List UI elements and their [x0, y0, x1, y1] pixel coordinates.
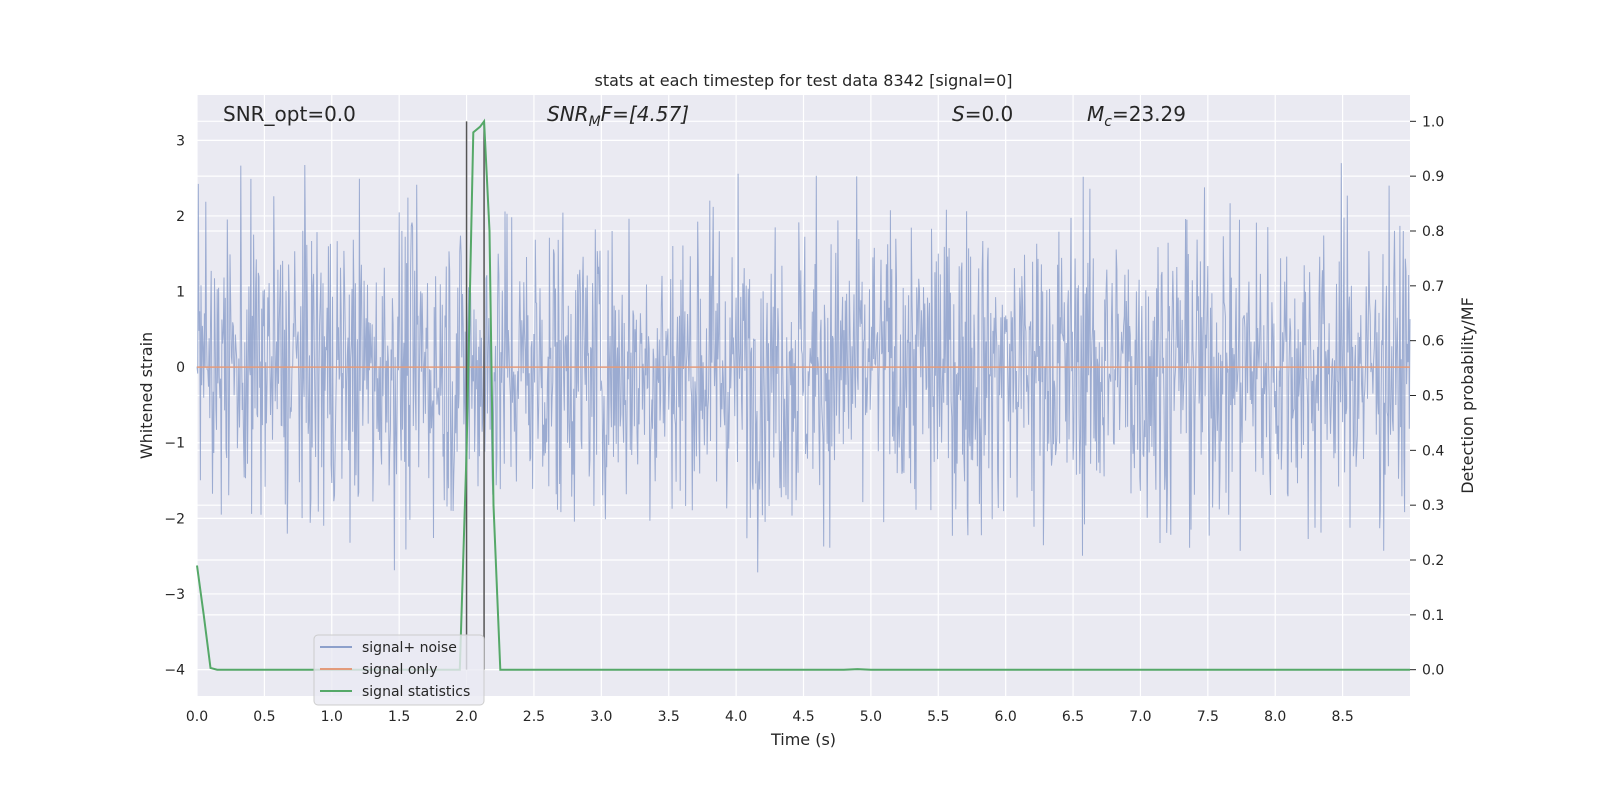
x-tick-label: 7.5 [1197, 709, 1219, 725]
y-tick-label: 0 [176, 360, 185, 376]
y2-tick-label: 0.3 [1422, 498, 1444, 514]
y2-tick-label: 0.2 [1422, 553, 1444, 569]
y-tick-label: −3 [164, 587, 185, 603]
y-tick-label: −2 [164, 511, 185, 527]
y-tick-label: −1 [164, 436, 185, 452]
annotation-snr-mf: SNRMF=[4.57] [547, 102, 689, 130]
legend-entry-signal-only: signal only [362, 662, 437, 678]
series-signal-statistics [196, 118, 1410, 671]
y2-axis-label: Detection probability/MF [1458, 297, 1477, 494]
y2-tick-label: 0.6 [1422, 334, 1444, 350]
x-tick-label: 5.0 [860, 709, 882, 725]
x-axis-label: Time (s) [770, 730, 836, 749]
x-tick-label: 4.0 [725, 709, 747, 725]
x-tick-label: 5.5 [927, 709, 949, 725]
vertical-markers [465, 121, 485, 670]
legend-box [313, 634, 485, 706]
y-axis-label: Whitened strain [137, 332, 156, 459]
annotation-mc-base: M [1087, 102, 1104, 126]
x-tick-label: 2.5 [523, 709, 545, 725]
x-tick-label: 2.0 [455, 709, 477, 725]
annotation-mc: Mc=23.29 [1087, 102, 1186, 130]
y2-tick-label: 0.7 [1422, 279, 1444, 295]
x-tick-label: 1.0 [321, 709, 343, 725]
x-tick-label: 6.0 [995, 709, 1017, 725]
y2-tick-label: 0.4 [1422, 443, 1444, 459]
series-signal-noise [196, 163, 1411, 573]
x-tick-label: 7.0 [1129, 709, 1151, 725]
x-tick-label: 0.5 [253, 709, 275, 725]
annotation-mc-sub: c [1104, 114, 1112, 130]
y2-tick-label: 0.5 [1422, 389, 1444, 405]
annotation-s-var: S [952, 102, 965, 126]
legend-entry-signal-statistics: signal statistics [362, 684, 470, 700]
annotation-s-rest: =0.0 [965, 102, 1014, 126]
annotation-snr-opt: SNR_opt=0.0 [223, 102, 356, 126]
chart-title: stats at each timestep for test data 834… [594, 71, 1012, 90]
y2-axis-ticks: 1.0 0.9 0.8 0.7 0.6 0.5 0.4 0.3 0.2 0.1 0.0 [1410, 114, 1444, 679]
legend: signal+ noise signal only signal statist… [313, 634, 485, 706]
x-tick-label: 3.5 [658, 709, 680, 725]
y2-tick-label: 0.0 [1422, 663, 1444, 679]
y-tick-label: 1 [176, 285, 185, 301]
signal-noise-line [196, 163, 1411, 573]
y-tick-label: 2 [176, 209, 185, 225]
x-tick-label: 6.5 [1062, 709, 1084, 725]
y-tick-label: −4 [164, 663, 185, 679]
signal-statistics-line [196, 118, 1410, 671]
x-tick-label: 3.0 [590, 709, 612, 725]
x-tick-label: 8.0 [1264, 709, 1286, 725]
annotation-snr-mf-sub: M [589, 114, 601, 130]
annotation-mc-rest: =23.29 [1112, 102, 1186, 126]
y2-tick-label: 0.8 [1422, 224, 1444, 240]
y-axis-ticks: 3 2 1 0 −1 −2 −3 −4 [164, 133, 185, 678]
y2-tick-label: 0.1 [1422, 608, 1444, 624]
annotation-snr-mf-rest: F=[4.57] [601, 102, 689, 126]
annotation-snr-mf-base: SNR [547, 102, 589, 126]
annotation-s: S=0.0 [952, 102, 1013, 126]
x-tick-label: 4.5 [792, 709, 814, 725]
x-axis-ticks: 0.0 0.5 1.0 1.5 2.0 2.5 3.0 3.5 4.0 4.5 5.0 5.5 6.0 6… [186, 709, 1354, 725]
y-tick-label: 3 [176, 133, 185, 149]
x-tick-label: 8.5 [1331, 709, 1353, 725]
y2-tick-label: 0.9 [1422, 169, 1444, 185]
x-tick-label: 0.0 [186, 709, 208, 725]
x-tick-label: 1.5 [388, 709, 410, 725]
y2-tick-label: 1.0 [1422, 114, 1444, 130]
legend-entry-signal-noise: signal+ noise [362, 640, 457, 656]
